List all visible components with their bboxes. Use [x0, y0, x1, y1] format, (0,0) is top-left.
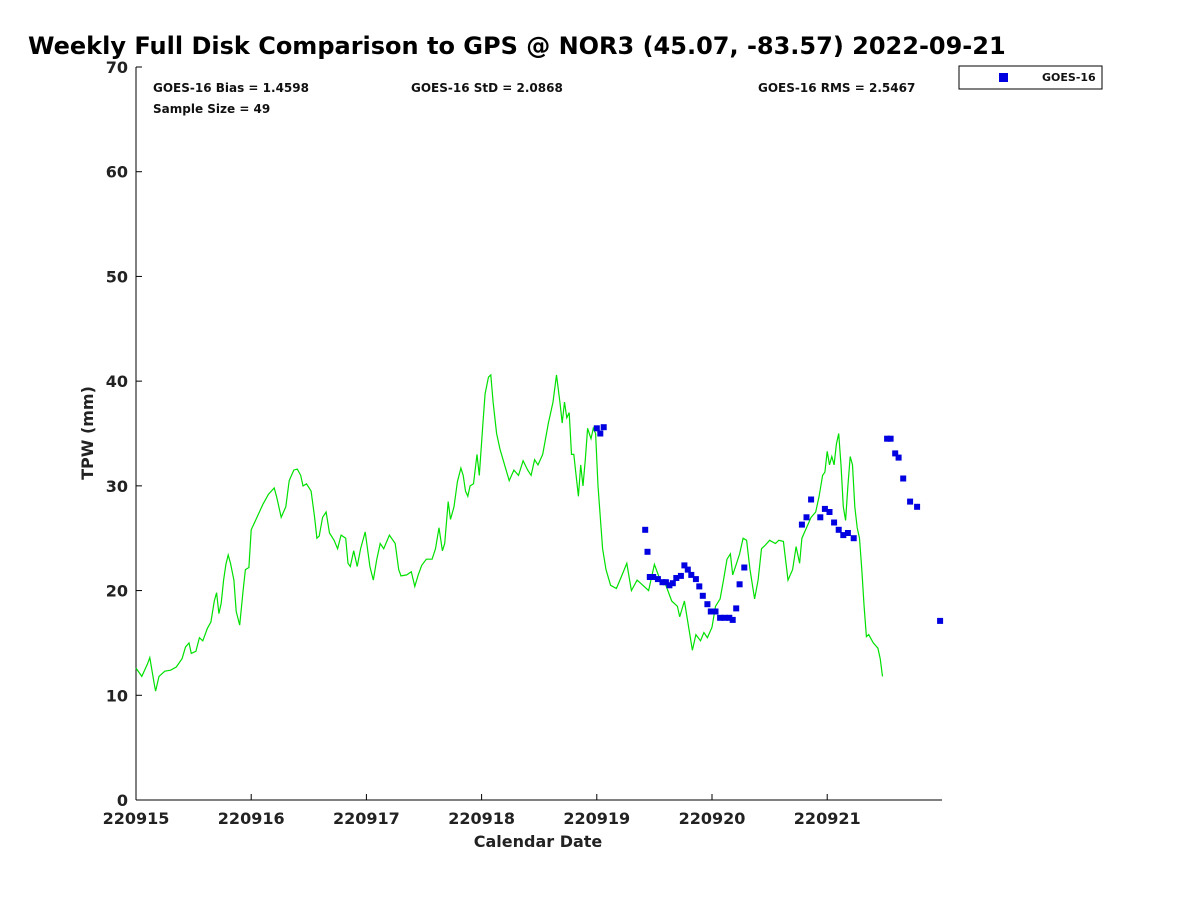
goes16-point	[892, 450, 899, 457]
goes16-point	[808, 496, 815, 503]
legend-box	[958, 65, 1103, 90]
goes16-point	[736, 581, 743, 588]
goes16-point	[844, 530, 851, 536]
goes16-point	[666, 582, 673, 589]
y-axis-label: TPW (mm)	[78, 386, 97, 480]
goes16-point	[669, 580, 676, 587]
goes16-point	[850, 535, 857, 542]
goes16-point	[696, 583, 703, 590]
chart-title: Weekly Full Disk Comparison to GPS @ NOR…	[28, 32, 1006, 60]
goes16-point	[726, 614, 733, 621]
goes16-point	[597, 430, 604, 437]
goes16-point	[840, 532, 847, 539]
y-tick-label: 70	[106, 58, 128, 77]
goes16-point	[803, 514, 810, 521]
y-tick-label: 0	[117, 791, 128, 810]
legend-marker-goes16	[999, 73, 1008, 82]
goes16-point	[600, 424, 607, 431]
goes16-point	[733, 605, 740, 612]
legend-label-goes16: GOES-16	[1042, 71, 1096, 84]
y-tick-label: 40	[106, 372, 128, 391]
x-tick-label: 220915	[103, 809, 170, 828]
goes16-point	[821, 505, 828, 512]
x-axis-label: Calendar Date	[474, 832, 603, 851]
goes16-point	[826, 509, 833, 515]
x-ticks: 220915 220916 220917 220918 220919 220920 2209…	[103, 794, 861, 828]
y-tick-label: 10	[106, 686, 128, 705]
goes16-series-markers	[593, 424, 944, 624]
goes16-point	[831, 519, 838, 526]
goes16-point	[721, 614, 728, 621]
goes16-point	[729, 616, 736, 623]
sample-size-stat: Sample Size = 49	[153, 102, 270, 116]
y-tick-label: 60	[106, 163, 128, 182]
goes16-point	[707, 608, 714, 615]
goes16-point	[684, 566, 691, 573]
goes16-point	[699, 592, 706, 599]
x-tick-label: 220918	[448, 809, 515, 828]
y-tick-label: 30	[106, 477, 128, 496]
goes16-point	[650, 574, 657, 580]
goes16-point	[717, 614, 724, 621]
std-stat: GOES-16 StD = 2.0868	[411, 81, 563, 95]
goes16-point	[741, 564, 748, 571]
legend: GOES-16	[958, 65, 1103, 90]
rms-stat: GOES-16 RMS = 2.5467	[758, 81, 915, 95]
goes16-point	[692, 576, 699, 583]
x-tick-label: 220917	[333, 809, 400, 828]
goes16-point	[895, 454, 902, 461]
goes16-point	[673, 575, 680, 581]
goes16-point	[712, 608, 719, 615]
goes16-point	[798, 521, 805, 528]
goes16-point	[681, 562, 688, 569]
goes16-point	[644, 548, 651, 555]
y-tick-label: 20	[106, 582, 128, 601]
goes16-point	[907, 498, 914, 505]
goes16-point	[900, 475, 907, 482]
goes16-point	[887, 435, 894, 442]
plot-area: 0 10 20 30 40 50 60 70 220915 220916 220917 220918…	[103, 58, 944, 828]
goes16-point	[654, 576, 661, 583]
x-tick-label: 220921	[794, 809, 861, 828]
goes16-point	[662, 579, 669, 586]
bias-stat: GOES-16 Bias = 1.4598	[153, 81, 309, 95]
goes16-point	[642, 526, 649, 533]
goes16-point	[914, 503, 921, 510]
y-ticks: 0 10 20 30 40 50 60 70	[106, 58, 142, 810]
goes16-point	[659, 579, 666, 586]
x-tick-label: 220919	[563, 809, 630, 828]
gps-series-line	[135, 373, 884, 692]
goes16-point	[646, 574, 653, 580]
y-tick-label: 50	[106, 267, 128, 286]
goes16-point	[688, 571, 695, 578]
goes16-point	[884, 435, 891, 442]
x-tick-label: 220916	[218, 809, 285, 828]
goes16-point	[835, 526, 842, 533]
goes16-point	[593, 425, 600, 432]
goes16-point	[704, 601, 711, 608]
x-tick-label: 220920	[679, 809, 746, 828]
goes16-point	[937, 617, 944, 624]
goes16-point	[817, 514, 824, 521]
goes16-point	[677, 572, 684, 579]
